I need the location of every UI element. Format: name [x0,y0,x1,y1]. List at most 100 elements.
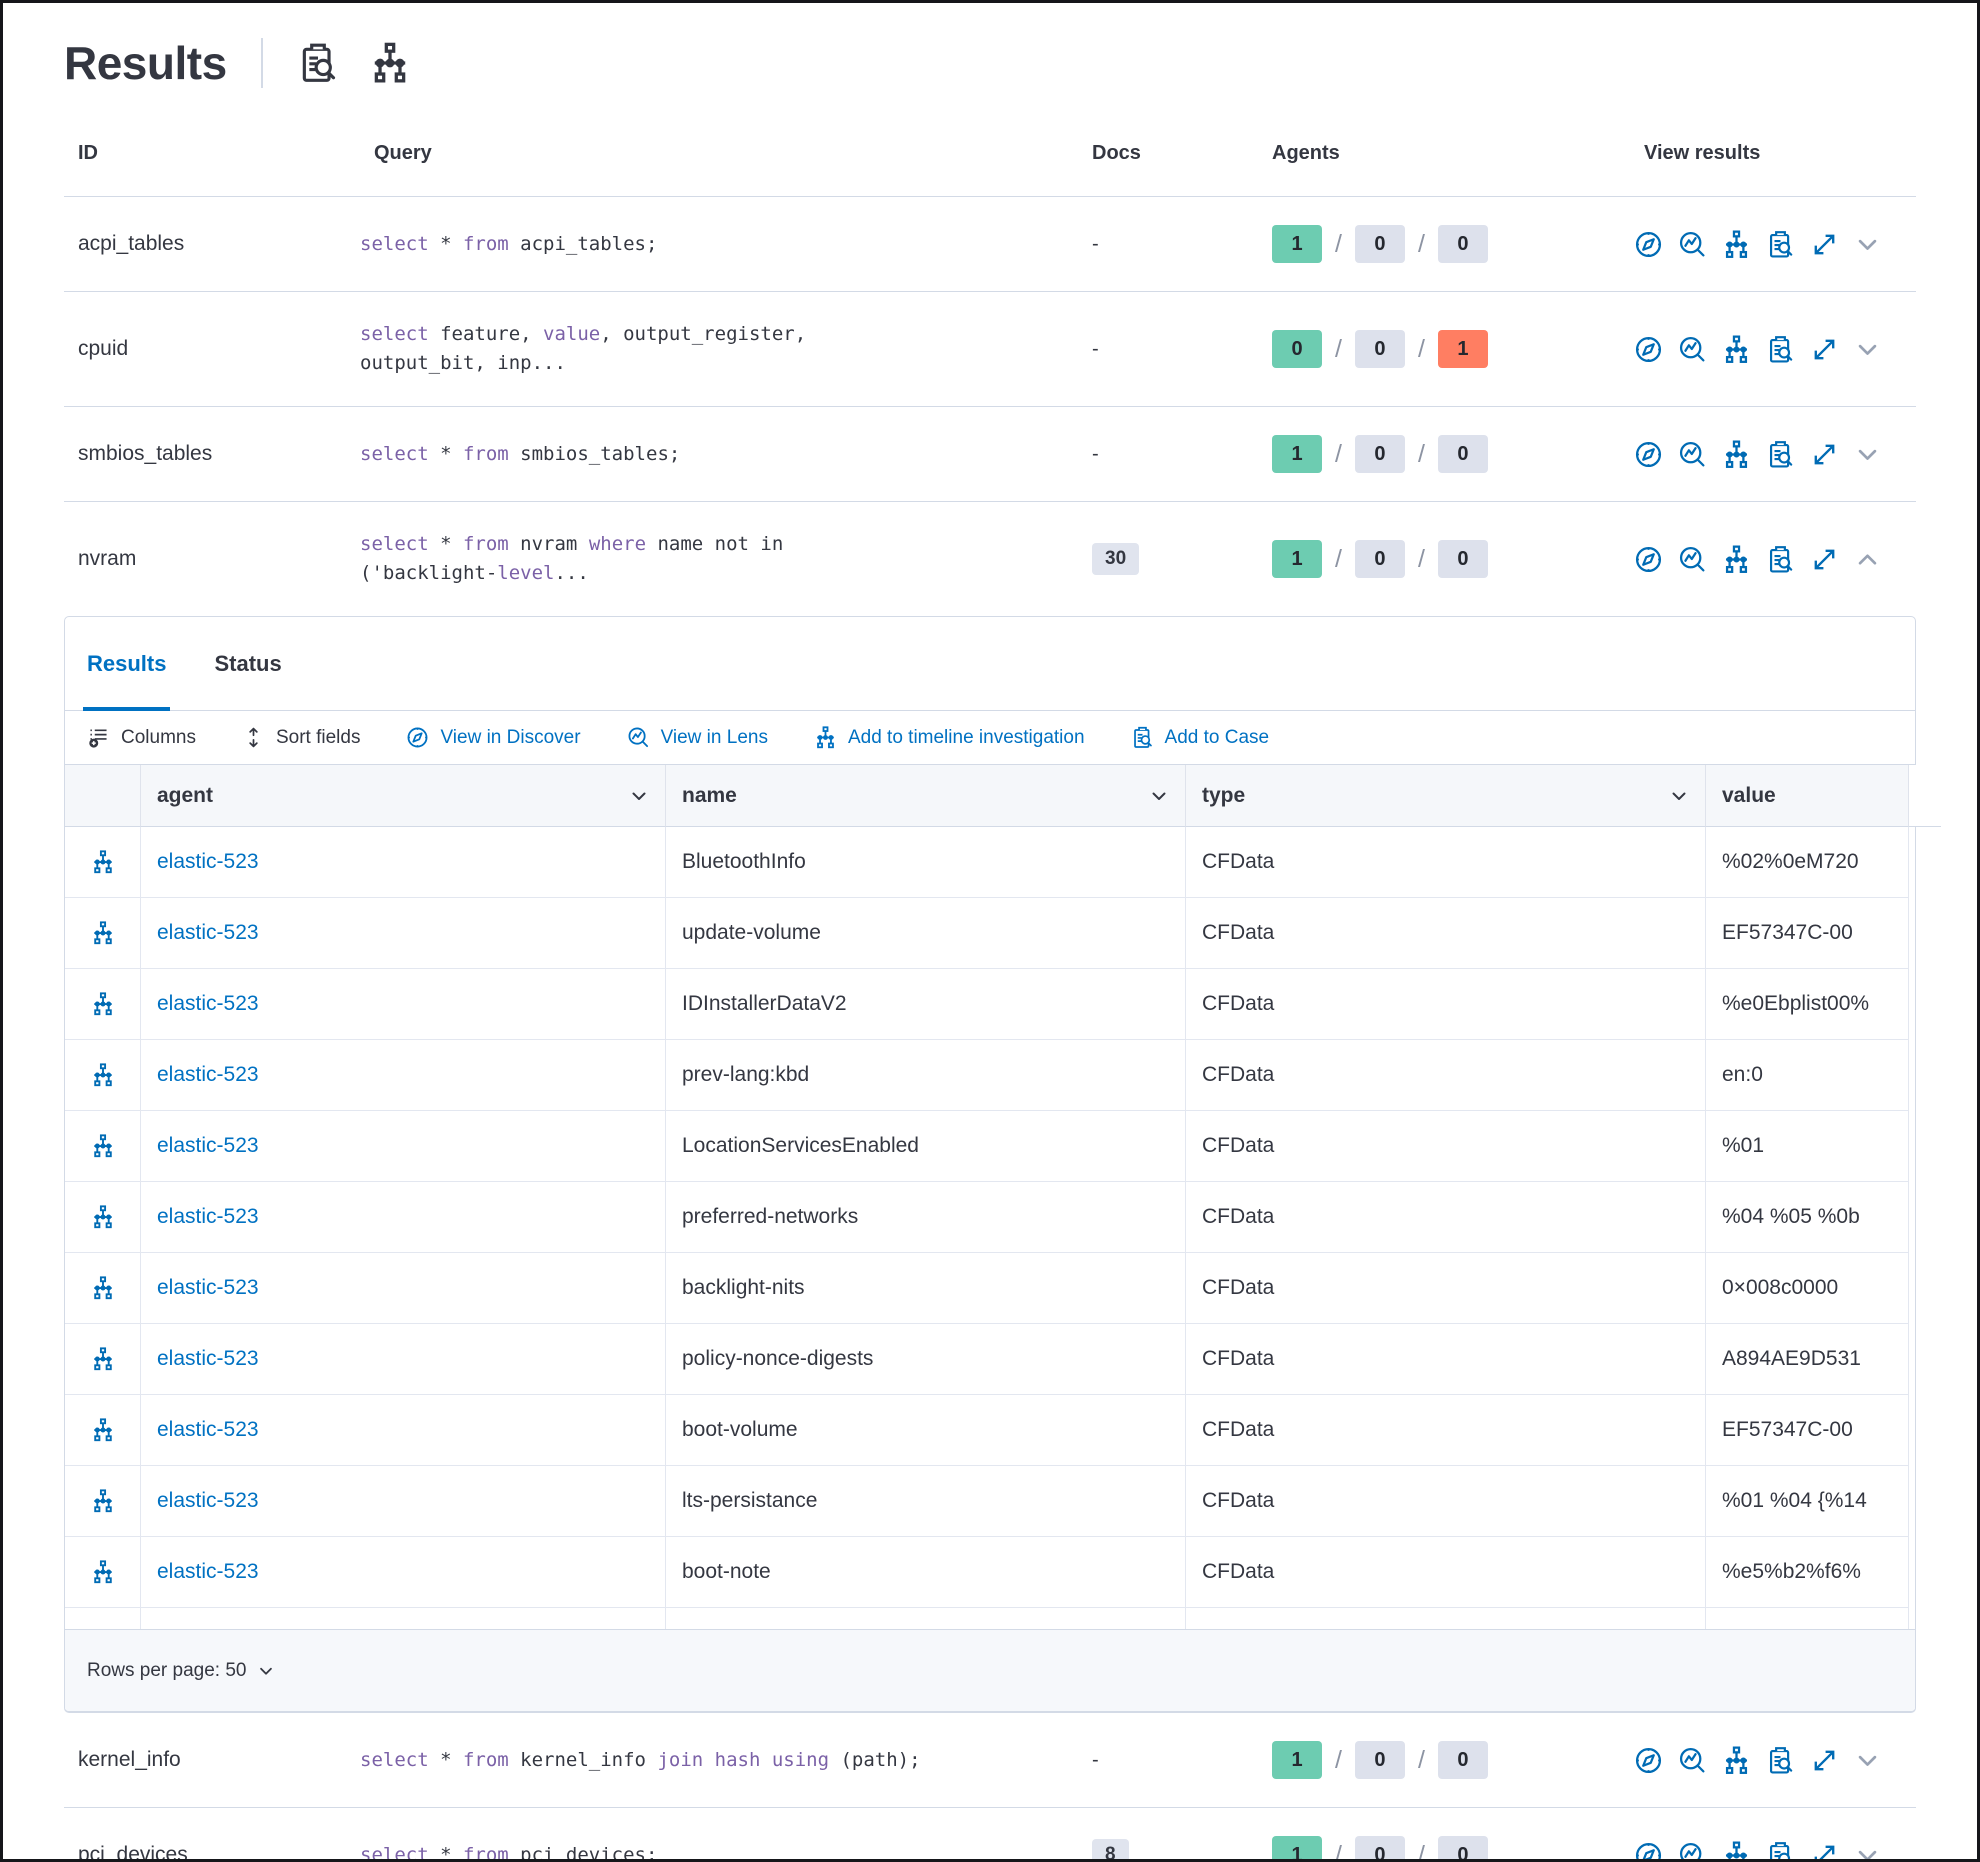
agents-failed-badge: 0 [1437,1741,1488,1779]
agent-link[interactable]: elastic-523 [157,1205,259,1228]
grid-cell-name: boot-note [666,1537,1186,1608]
add-to-timeline-button[interactable] [1722,334,1751,364]
toggle-row-button[interactable] [1854,441,1881,468]
grid-cell-filler [1909,1324,1941,1395]
agent-link[interactable]: elastic-523 [157,850,259,873]
query-docs: 8 [1078,1839,1258,1859]
toggle-row-button[interactable] [1854,336,1881,363]
row-details-button[interactable] [91,992,115,1016]
expand-icon [1810,1841,1839,1859]
add-to-timeline-button[interactable] [1722,1745,1751,1775]
view-in-discover-button[interactable] [1634,230,1663,259]
expand-results-button[interactable] [1810,335,1839,364]
expand-results-button[interactable] [1810,440,1839,469]
view-in-lens-button[interactable] [1678,335,1707,364]
grid-cell-type: CFData [1186,1537,1706,1608]
timeline-tree-icon [91,1347,115,1371]
expand-results-button[interactable] [1810,230,1839,259]
row-details-button[interactable] [91,1276,115,1300]
view-in-lens-button[interactable] [1678,230,1707,259]
discover-compass-icon [1634,1746,1663,1775]
view-in-lens-button[interactable] [1678,545,1707,574]
header-divider [260,38,263,88]
saved-query-button[interactable] [297,42,339,84]
add-to-timeline-button[interactable] [1722,439,1751,469]
row-details-button[interactable] [91,1347,115,1371]
view-in-discover-button[interactable] [1634,545,1663,574]
view-in-discover-button[interactable] [1634,335,1663,364]
toggle-row-button[interactable] [1854,1842,1881,1859]
tab-status[interactable]: Status [214,650,282,676]
expand-results-button[interactable] [1810,1841,1839,1859]
expand-results-button[interactable] [1810,545,1839,574]
toggle-row-button[interactable] [1854,231,1881,258]
sort-fields-button[interactable]: Sort fields [242,726,360,749]
add-to-case-button[interactable] [1766,335,1795,364]
row-details-button[interactable] [91,1134,115,1158]
agents-success-badge: 1 [1272,1836,1322,1859]
view-in-discover-button[interactable] [1634,440,1663,469]
query-actions [1630,1745,1916,1775]
grid-cell-agent: elastic-523 [141,1111,666,1182]
add-to-case-button[interactable] [1766,440,1795,469]
row-details-button[interactable] [91,1205,115,1229]
grid-header-value[interactable]: value [1706,765,1909,827]
grid-header-type[interactable]: type [1186,765,1706,827]
view-in-discover-button[interactable]: View in Discover [406,726,581,749]
tab-results[interactable]: Results [82,617,171,711]
grid-cell-name: lts-persistance [666,1466,1186,1537]
pack-button[interactable] [369,42,411,84]
grid-row: elastic-523 preferred-networks CFData %0… [65,1182,1915,1253]
query-line: select feature, value, output_register, [360,323,807,345]
view-in-lens-button[interactable]: View in Lens [627,726,768,749]
agent-link[interactable]: elastic-523 [157,1560,259,1583]
view-in-lens-button[interactable] [1678,440,1707,469]
timeline-tree-icon [814,726,837,749]
view-in-lens-button[interactable] [1678,1841,1707,1859]
grid-cell-type: CFData [1186,1111,1706,1182]
row-details-button[interactable] [91,850,115,874]
view-in-discover-button[interactable] [1634,1746,1663,1775]
agent-link[interactable]: elastic-523 [157,921,259,944]
agent-link[interactable]: elastic-523 [157,992,259,1015]
query-sql: select * from kernel_info join hash usin… [360,1746,960,1775]
add-to-timeline-button[interactable] [1722,1840,1751,1859]
view-in-lens-button[interactable] [1678,1746,1707,1775]
case-clipboard-icon [1766,335,1795,364]
agent-link[interactable]: elastic-523 [157,1134,259,1157]
add-to-timeline-button[interactable] [1722,544,1751,574]
agent-link[interactable]: elastic-523 [157,1276,259,1299]
row-details-button[interactable] [91,1418,115,1442]
toggle-row-button[interactable] [1854,546,1881,573]
grid-header-agent[interactable]: agent [141,765,666,827]
add-to-case-button[interactable] [1766,545,1795,574]
add-to-case-button[interactable] [1766,1746,1795,1775]
agent-link[interactable]: elastic-523 [157,1418,259,1441]
data-grid-partial-row [65,1608,1915,1629]
row-details-button[interactable] [91,1560,115,1584]
row-details-button[interactable] [91,921,115,945]
columns-button[interactable]: Columns [87,726,196,749]
query-line: select * from acpi_tables; [360,232,658,255]
agent-link[interactable]: elastic-523 [157,1489,259,1512]
grid-cell-value: %04 %05 %0b [1706,1182,1909,1253]
agent-link[interactable]: elastic-523 [157,1063,259,1086]
add-to-timeline-button[interactable] [1722,229,1751,259]
rows-per-page-button[interactable]: Rows per page: 50 [87,1660,275,1682]
add-to-case-button[interactable] [1766,230,1795,259]
query-row: cpuid select feature, value, output_regi… [64,292,1916,407]
row-details-button[interactable] [91,1063,115,1087]
agent-link[interactable]: elastic-523 [157,1347,259,1370]
case-clipboard-icon [1131,726,1154,749]
add-to-case-button[interactable] [1766,1841,1795,1859]
expand-results-button[interactable] [1810,1746,1839,1775]
row-details-button[interactable] [91,1489,115,1513]
query-row: kernel_info select * from kernel_info jo… [64,1713,1916,1808]
add-to-case-button[interactable]: Add to Case [1131,726,1269,749]
add-to-timeline-button[interactable]: Add to timeline investigation [814,726,1085,749]
grid-header-name[interactable]: name [666,765,1186,827]
toggle-row-button[interactable] [1854,1747,1881,1774]
view-in-discover-button[interactable] [1634,1841,1663,1859]
grid-cell-type: CFData [1186,1324,1706,1395]
expand-icon [1810,335,1839,364]
